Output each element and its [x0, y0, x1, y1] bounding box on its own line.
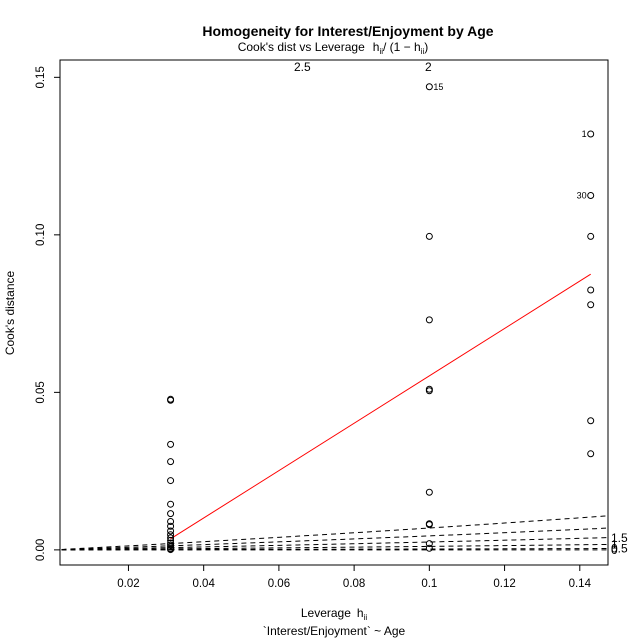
data-point: [167, 527, 175, 535]
data-point: [587, 417, 595, 425]
point-label: 15: [433, 82, 443, 92]
data-point: [167, 541, 175, 549]
plot-frame: [59, 59, 609, 566]
data-point: [425, 540, 433, 548]
data-point: [167, 522, 175, 530]
chart-title: Homogeneity for Interest/Enjoyment by Ag…: [202, 23, 493, 39]
data-point: [425, 232, 433, 240]
x-axis: 0.02 0.04 0.06 0.08 0.1 0.12 0.14: [117, 564, 592, 590]
x-tick-label: 0.12: [493, 578, 515, 590]
data-point: [167, 518, 175, 526]
subtitle-main: Cook's dist vs Leverage: [238, 40, 365, 54]
contour-label-top: 2.5: [294, 60, 311, 74]
data-point: [587, 301, 595, 309]
data-point: [167, 440, 175, 448]
data-point: [167, 396, 175, 404]
subtitle-h: h: [373, 40, 380, 54]
data-point: [167, 458, 175, 466]
contour-label-top: 2: [425, 60, 432, 74]
data-point: [587, 450, 595, 458]
chart-subtitle: Cook's dist vs Leverage hii/ (1 − hii): [238, 40, 429, 56]
x-tick-label: 0.08: [343, 578, 365, 590]
data-point: [425, 83, 433, 91]
data-point: [425, 387, 433, 395]
y-tick-label: 0.10: [35, 224, 47, 246]
data-point: [425, 488, 433, 496]
subtitle-ii2: ii: [421, 47, 425, 56]
data-point: [425, 544, 433, 552]
point-labels: 15 1 30: [433, 82, 586, 201]
y-tick-label: 0.15: [35, 66, 47, 88]
x-tick-label: 0.14: [569, 578, 592, 590]
y-axis: 0.00 0.05 0.10 0.15: [35, 66, 61, 561]
data-point: [167, 534, 175, 542]
x-axis-label-ii: ii: [364, 613, 368, 622]
x-tick-label: 0.1: [421, 578, 437, 590]
data-point: [425, 316, 433, 324]
x-tick-label: 0.04: [192, 578, 215, 590]
data-point: [425, 521, 433, 529]
subtitle-ii: ii: [379, 47, 383, 56]
data-point: [167, 510, 175, 518]
subtitle-h2: h: [414, 40, 421, 54]
contour-label-right: 0.5: [611, 542, 628, 556]
contour-line: [60, 515, 608, 551]
contour-labels: 00.511.522.5: [294, 60, 628, 557]
point-label: 1: [582, 129, 587, 139]
x-tick-label: 0.02: [117, 578, 139, 590]
x-axis-label-h: h: [357, 606, 364, 620]
cook-contours: [60, 515, 608, 551]
y-tick-label: 0.00: [35, 539, 47, 561]
contour-line: [60, 537, 608, 551]
smoother-line: [170, 273, 591, 540]
contour-label-right: 1.5: [611, 531, 628, 545]
contour-label-right: 1: [611, 538, 618, 552]
smoother-line-group: [170, 273, 591, 540]
subtitle-end: ): [424, 40, 428, 54]
data-point: [587, 191, 595, 199]
data-points: [167, 83, 595, 554]
data-point: [587, 232, 595, 240]
y-tick-label: 0.05: [35, 381, 47, 403]
data-point: [167, 477, 175, 485]
data-point: [167, 546, 175, 554]
subtitle-mid: / (1 −: [383, 40, 414, 54]
contour-label-right: 0: [611, 543, 618, 557]
data-point: [167, 500, 175, 508]
data-point: [587, 286, 595, 294]
data-point: [167, 536, 175, 544]
x-axis-label-2: `Interest/Enjoyment` ~ Age: [263, 624, 406, 638]
contour-line: [60, 527, 608, 551]
x-axis-label: Leverage hii: [301, 606, 368, 622]
y-axis-label: Cook's distance: [3, 271, 17, 356]
point-label: 30: [577, 190, 587, 200]
x-axis-label-main: Leverage: [301, 606, 351, 620]
data-point: [587, 130, 595, 138]
x-tick-label: 0.06: [268, 578, 290, 590]
